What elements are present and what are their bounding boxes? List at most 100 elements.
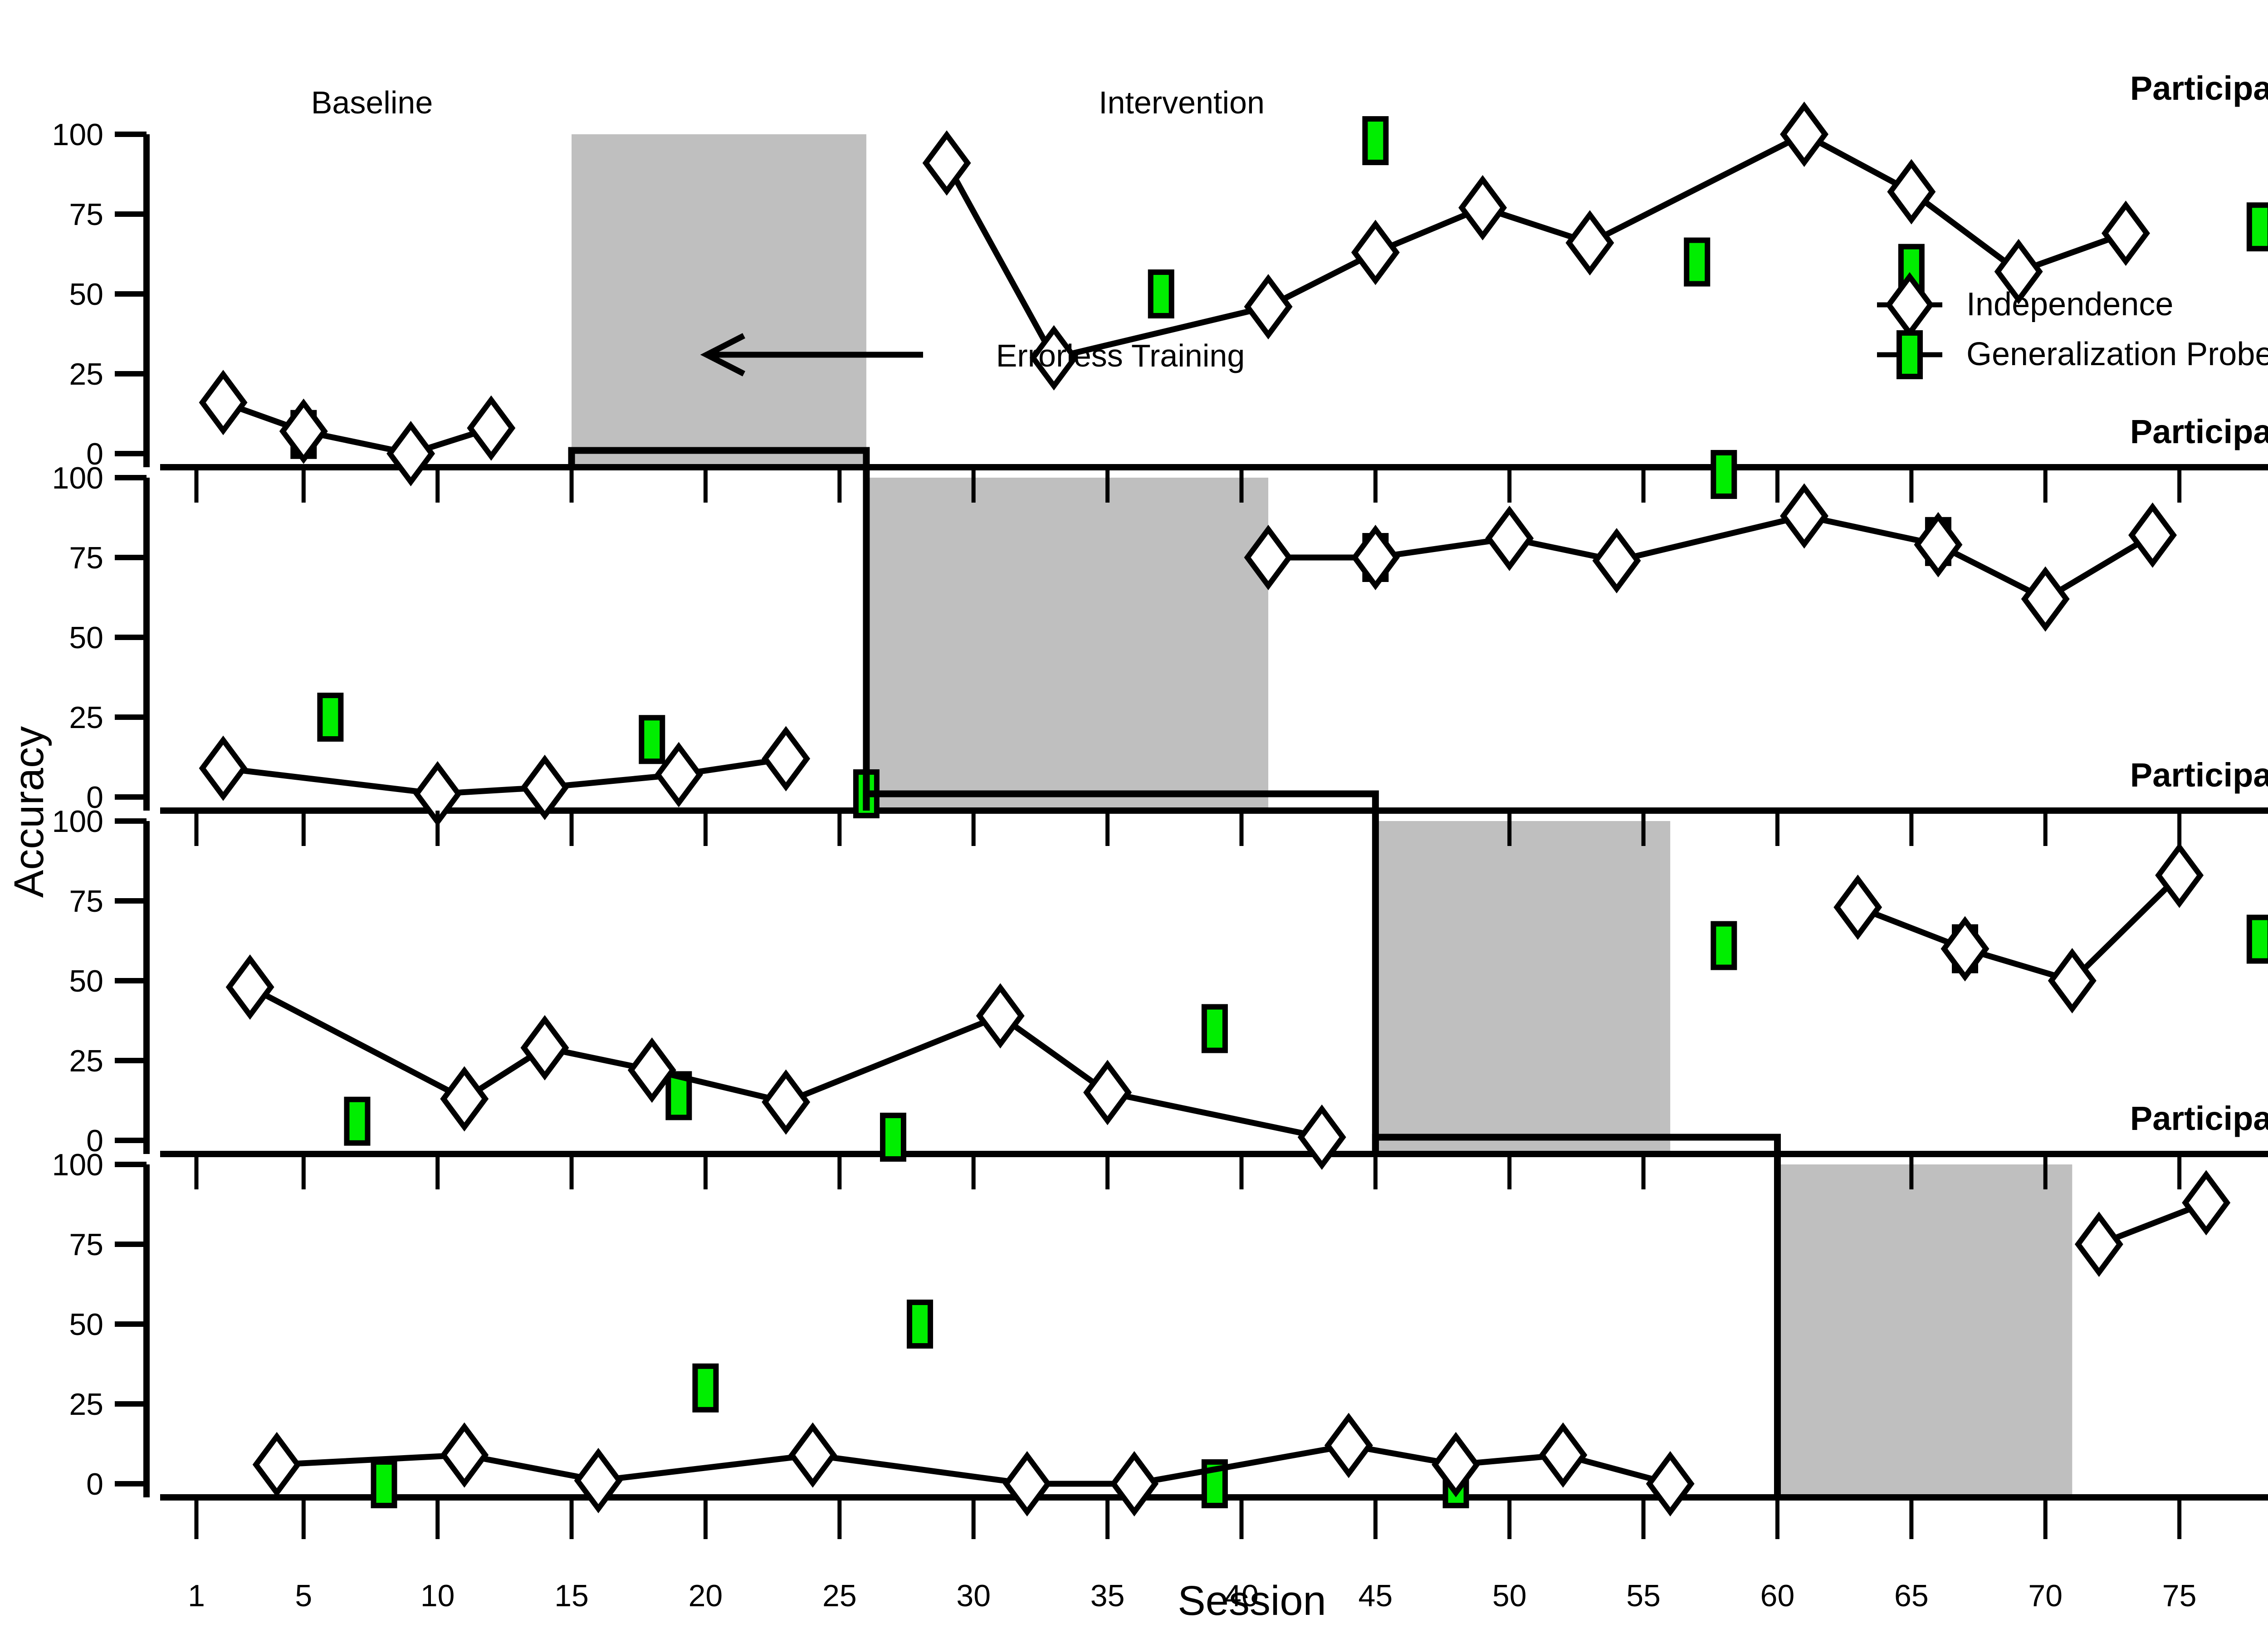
independence-marker: [1646, 1451, 1695, 1517]
independence-marker: [627, 1037, 676, 1103]
errorless-training-shade: [866, 478, 1269, 811]
generalization-probe-marker: [2246, 914, 2268, 964]
generalization-probe-marker: [2246, 202, 2268, 252]
independence-marker: [1565, 210, 1614, 276]
independence-marker: [1485, 505, 1534, 571]
independence-line-segment: [1857, 873, 2182, 984]
independence-marker: [1244, 274, 1293, 340]
x-tick-label-40: 40: [1224, 1579, 1259, 1613]
x-tick-label-65: 65: [1894, 1579, 1929, 1613]
generalization-probe-marker: [1362, 116, 1389, 166]
x-tick-label-75: 75: [2162, 1579, 2197, 1613]
errorless-training-shade: [1777, 1164, 2072, 1497]
x-tick-label-1: 1: [188, 1579, 205, 1613]
independence-marker: [1002, 1451, 1051, 1517]
independence-marker: [1244, 524, 1293, 591]
panel-title-2: Participant 2: [2130, 413, 2268, 450]
y-tick-label-75: 75: [69, 541, 103, 575]
y-tick-label-100: 100: [52, 804, 103, 839]
generalization-probe-marker: [907, 1300, 934, 1349]
x-tick-label-55: 55: [1626, 1579, 1661, 1613]
independence-marker: [2128, 502, 2177, 568]
independence-marker: [1297, 1104, 1346, 1170]
independence-marker: [199, 735, 248, 801]
generalization-probe-marker: [371, 1459, 397, 1508]
independence-marker: [1780, 483, 1829, 549]
independence-marker: [788, 1422, 837, 1488]
x-tick-label-70: 70: [2028, 1579, 2063, 1613]
x-axis-title: Session: [1178, 1578, 1326, 1624]
generalization-probe-marker: [639, 715, 665, 764]
independence-marker: [386, 420, 435, 487]
legend-label-generalization-probe: Generalization Probe: [1966, 336, 2268, 372]
errorless-arrow-head: [700, 333, 745, 376]
x-tick-label-50: 50: [1492, 1579, 1527, 1613]
y-tick-label-100: 100: [52, 461, 103, 495]
y-tick-label-100: 100: [52, 117, 103, 152]
independence-marker: [1994, 239, 2043, 304]
independence-marker: [440, 1422, 489, 1488]
errorless-training-label: Errorless Training: [996, 338, 1245, 373]
independence-marker: [2021, 566, 2070, 632]
independence-marker: [279, 398, 328, 464]
independence-marker: [2155, 842, 2204, 908]
independence-marker: [1833, 875, 1882, 940]
x-tick-label-15: 15: [554, 1579, 589, 1613]
independence-marker: [1887, 159, 1936, 225]
legend-probe-marker: [1897, 330, 1923, 379]
independence-marker: [1914, 512, 1963, 577]
y-tick-label-75: 75: [69, 884, 103, 919]
y-tick-label-100: 100: [52, 1148, 103, 1182]
generalization-probe-marker: [692, 1363, 719, 1413]
intervention-phase-label: Intervention: [1099, 85, 1265, 120]
legend-label-independence: Independence: [1966, 286, 2173, 323]
y-tick-label-75: 75: [69, 197, 103, 232]
panel-1: 0 25 50 75 100 Participant 1: [52, 69, 2268, 487]
independence-marker: [520, 1015, 569, 1081]
y-tick-label-75: 75: [69, 1227, 103, 1262]
independence-marker: [1324, 1413, 1373, 1478]
y-tick-label-25: 25: [69, 1387, 103, 1422]
x-tick-label-35: 35: [1090, 1579, 1125, 1613]
phase-change-step-3: [1372, 1134, 1781, 1497]
x-tick-label-25: 25: [822, 1579, 857, 1613]
phase-change-step-2: [863, 790, 1379, 1154]
independence-line-segment: [222, 400, 492, 457]
independence-marker: [520, 754, 569, 820]
generalization-probe-marker: [317, 693, 344, 742]
y-tick-label-50: 50: [69, 277, 103, 312]
errorless-training-shade: [1375, 821, 1671, 1154]
y-tick-label-50: 50: [69, 621, 103, 655]
independence-marker: [1458, 175, 1507, 240]
y-tick-label-0: 0: [86, 1124, 103, 1158]
independence-marker: [252, 1432, 301, 1497]
y-tick-label-0: 0: [86, 437, 103, 471]
independence-marker: [1780, 101, 1829, 167]
independence-line-segment: [944, 131, 2127, 362]
x-axis: 15101520253035404550556065707580: [188, 467, 2197, 1613]
independence-marker: [2048, 948, 2097, 1014]
independence-marker: [2182, 1170, 2231, 1236]
y-tick-label-50: 50: [69, 964, 103, 998]
generalization-probe-marker: [1711, 921, 1737, 970]
x-tick-label-20: 20: [689, 1579, 723, 1613]
panel-title-1: Participant 1: [2130, 69, 2268, 107]
independence-line-segment: [1268, 513, 2154, 602]
independence-marker: [762, 1069, 811, 1135]
independence-line-segment: [276, 1442, 1671, 1487]
independence-marker: [1083, 1060, 1132, 1125]
y-tick-label-25: 25: [69, 700, 103, 735]
independence-marker: [199, 370, 248, 435]
independence-marker: [922, 130, 971, 196]
generalization-probe-marker: [1148, 269, 1174, 318]
independence-marker: [1592, 528, 1641, 594]
generalization-probe-marker: [1684, 237, 1711, 287]
panel-title-3: Participant 3: [2130, 756, 2268, 794]
independence-marker: [2101, 200, 2150, 266]
phase-annotations: Baseline Intervention Errorless Training: [311, 85, 1265, 376]
errorless-training-shade: [572, 134, 866, 467]
x-tick-label-10: 10: [420, 1579, 455, 1613]
y-tick-label-0: 0: [86, 1467, 103, 1501]
